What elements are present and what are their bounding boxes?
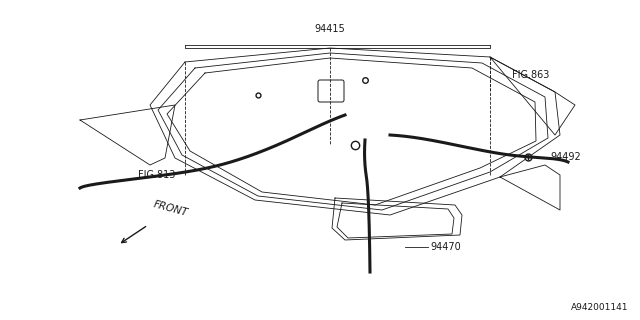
Text: 94470: 94470 [430, 242, 461, 252]
Text: FRONT: FRONT [152, 199, 189, 218]
Text: FIG.813: FIG.813 [138, 170, 175, 180]
Text: A942001141: A942001141 [570, 303, 628, 312]
Text: 94415: 94415 [315, 24, 346, 34]
Text: FIG.863: FIG.863 [512, 70, 549, 80]
Text: 94492: 94492 [550, 152, 580, 162]
FancyBboxPatch shape [318, 80, 344, 102]
